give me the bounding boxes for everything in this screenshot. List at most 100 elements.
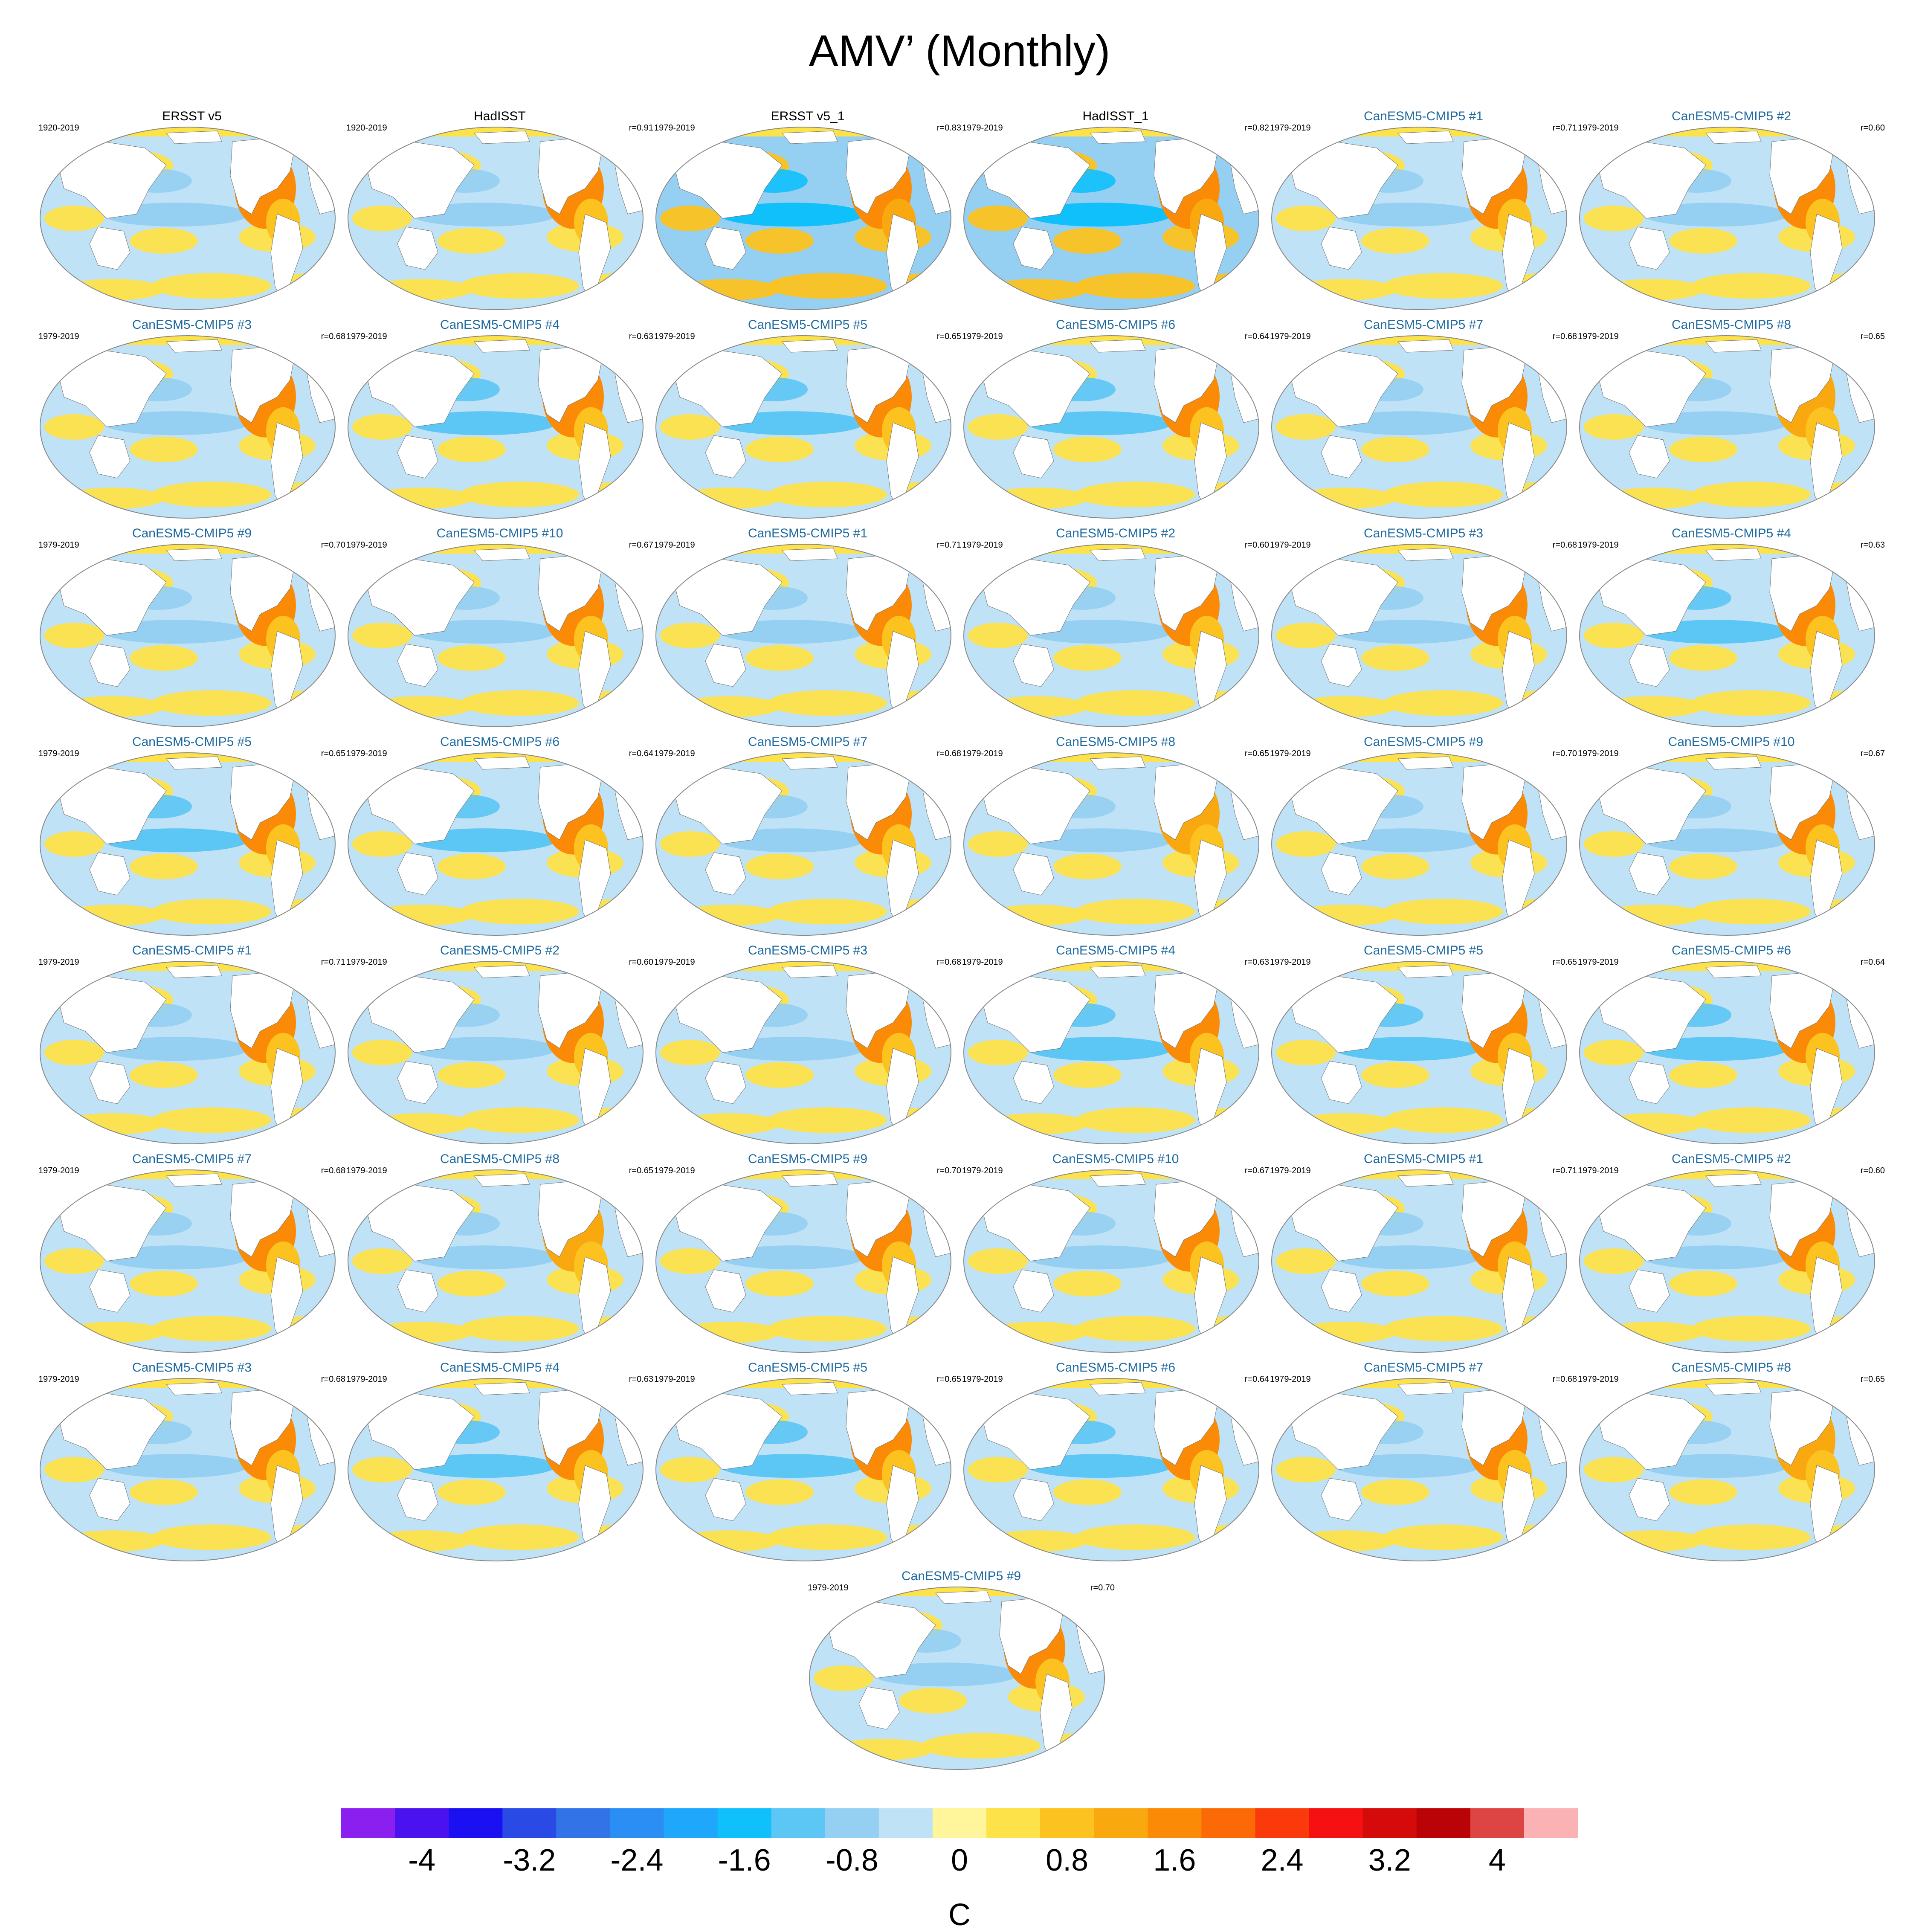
sst-anomaly-map bbox=[40, 335, 336, 519]
map-border bbox=[1271, 961, 1567, 1144]
warm-anomaly-region bbox=[44, 206, 104, 231]
colorbar-tick-label: 4 bbox=[1488, 1843, 1506, 1877]
panel-title: CanESM5-CMIP5 #5 bbox=[132, 735, 252, 749]
map-border bbox=[1271, 335, 1567, 519]
colorbar-unit: C bbox=[948, 1898, 971, 1932]
colorbar-tick-label: -1.6 bbox=[718, 1843, 771, 1877]
panel-correlation: r=0.70 bbox=[321, 540, 345, 550]
panel-title: CanESM5-CMIP5 #3 bbox=[132, 318, 252, 332]
warm-anomaly-region bbox=[130, 228, 198, 254]
land-mass bbox=[1705, 339, 1762, 353]
sst-anomaly-map bbox=[963, 1378, 1259, 1561]
land-mass bbox=[671, 350, 783, 427]
panel-years: 1979-2019 bbox=[346, 1375, 387, 1384]
cold-anomaly-band bbox=[1643, 1037, 1788, 1061]
colorbar-swatch bbox=[825, 1808, 879, 1838]
land-mass bbox=[89, 1478, 130, 1521]
warm-anomaly-region bbox=[1053, 228, 1122, 254]
warm-anomaly-region bbox=[438, 853, 506, 879]
land-mass bbox=[671, 767, 783, 844]
panel-title: CanESM5-CMIP5 #9 bbox=[748, 1152, 868, 1166]
land-mass bbox=[1397, 548, 1454, 561]
panel-years: 1920-2019 bbox=[38, 123, 79, 133]
panel-title: CanESM5-CMIP5 #9 bbox=[901, 1569, 1021, 1583]
land-mass bbox=[165, 965, 222, 978]
map-border bbox=[348, 961, 644, 1144]
land-mass bbox=[1089, 965, 1146, 978]
land-mass bbox=[473, 756, 530, 770]
cold-anomaly-band bbox=[103, 411, 248, 435]
panel-title: CanESM5-CMIP5 #2 bbox=[440, 943, 560, 957]
panel-title: CanESM5-CMIP5 #8 bbox=[1671, 318, 1791, 332]
map-panel: CanESM5-CMIP5 #5 1979-2019 r=0.65 bbox=[654, 318, 961, 519]
warm-anomaly-region bbox=[768, 1316, 887, 1342]
panel-correlation: r=0.63 bbox=[629, 332, 653, 341]
warm-anomaly-region bbox=[1075, 273, 1195, 299]
sst-anomaly-map bbox=[963, 127, 1259, 310]
land-mass bbox=[781, 965, 838, 978]
colorbar-swatch bbox=[1416, 1808, 1471, 1838]
land-mass bbox=[1705, 756, 1762, 770]
panel-title: CanESM5-CMIP5 #1 bbox=[1363, 1152, 1484, 1166]
land-mass bbox=[363, 141, 475, 219]
land-mass bbox=[363, 350, 475, 427]
land-mass bbox=[55, 350, 167, 427]
colorbar-swatch bbox=[664, 1808, 718, 1838]
warm-anomaly-region bbox=[1383, 1107, 1503, 1133]
sst-anomaly-map bbox=[1579, 544, 1875, 727]
map-border bbox=[348, 127, 644, 310]
panel-title: CanESM5-CMIP5 #4 bbox=[1055, 943, 1176, 957]
colorbar-swatch bbox=[502, 1808, 557, 1838]
panel-title: CanESM5-CMIP5 #3 bbox=[132, 1361, 252, 1375]
sst-anomaly-map bbox=[348, 752, 644, 936]
panel-years: 1979-2019 bbox=[1270, 540, 1311, 550]
warm-anomaly-region bbox=[660, 1248, 720, 1274]
panel-years: 1979-2019 bbox=[346, 957, 387, 967]
warm-anomaly-region bbox=[968, 1248, 1028, 1274]
sst-anomaly-map bbox=[655, 335, 951, 519]
land-mass bbox=[1013, 226, 1054, 270]
map-panel: CanESM5-CMIP5 #9 1979-2019 r=0.70 bbox=[808, 1569, 1115, 1770]
land-mass bbox=[397, 1478, 438, 1521]
land-mass bbox=[781, 131, 838, 144]
panel-title: CanESM5-CMIP5 #5 bbox=[1363, 943, 1484, 957]
colorbar-swatch bbox=[1148, 1808, 1202, 1838]
cold-anomaly-band bbox=[103, 1037, 248, 1061]
panel-years: 1979-2019 bbox=[962, 332, 1003, 341]
warm-anomaly-region bbox=[814, 1665, 873, 1691]
warm-anomaly-region bbox=[352, 414, 412, 440]
land-mass bbox=[935, 1590, 991, 1604]
land-mass bbox=[397, 644, 438, 687]
panel-years: 1979-2019 bbox=[962, 540, 1003, 550]
warm-anomaly-region bbox=[1276, 831, 1336, 857]
sst-anomaly-map bbox=[348, 127, 644, 310]
panel-correlation: r=0.71 bbox=[1552, 123, 1577, 133]
map-panel: CanESM5-CMIP5 #7 1979-2019 r=0.68 bbox=[1270, 318, 1577, 519]
panel-years: 1979-2019 bbox=[38, 957, 79, 967]
panel-correlation: r=0.60 bbox=[629, 957, 653, 967]
cold-anomaly-band bbox=[411, 1245, 556, 1270]
warm-anomaly-region bbox=[1276, 1248, 1336, 1274]
warm-anomaly-region bbox=[1276, 1457, 1336, 1482]
warm-anomaly-region bbox=[1383, 1316, 1503, 1342]
warm-anomaly-region bbox=[130, 1479, 198, 1505]
cold-anomaly-band bbox=[1335, 828, 1480, 853]
colorbar-swatch bbox=[449, 1808, 503, 1838]
cold-anomaly-band bbox=[719, 828, 864, 853]
panel-correlation: r=0.71 bbox=[936, 540, 961, 550]
land-mass bbox=[363, 975, 475, 1053]
map-border bbox=[655, 335, 951, 519]
land-mass bbox=[979, 558, 1090, 636]
map-panel: CanESM5-CMIP5 #4 1979-2019 r=0.63 bbox=[1578, 526, 1885, 727]
warm-anomaly-region bbox=[745, 436, 814, 462]
warm-anomaly-region bbox=[1691, 1316, 1811, 1342]
panel-years: 1979-2019 bbox=[1578, 1166, 1619, 1175]
land-mass bbox=[1013, 852, 1054, 896]
map-border bbox=[655, 961, 951, 1144]
warm-anomaly-region bbox=[1584, 831, 1644, 857]
cold-anomaly-band bbox=[1027, 203, 1172, 227]
map-panel: CanESM5-CMIP5 #4 1979-2019 r=0.63 bbox=[962, 943, 1269, 1144]
land-mass bbox=[1287, 558, 1398, 636]
colorbar-swatch bbox=[341, 1808, 395, 1838]
